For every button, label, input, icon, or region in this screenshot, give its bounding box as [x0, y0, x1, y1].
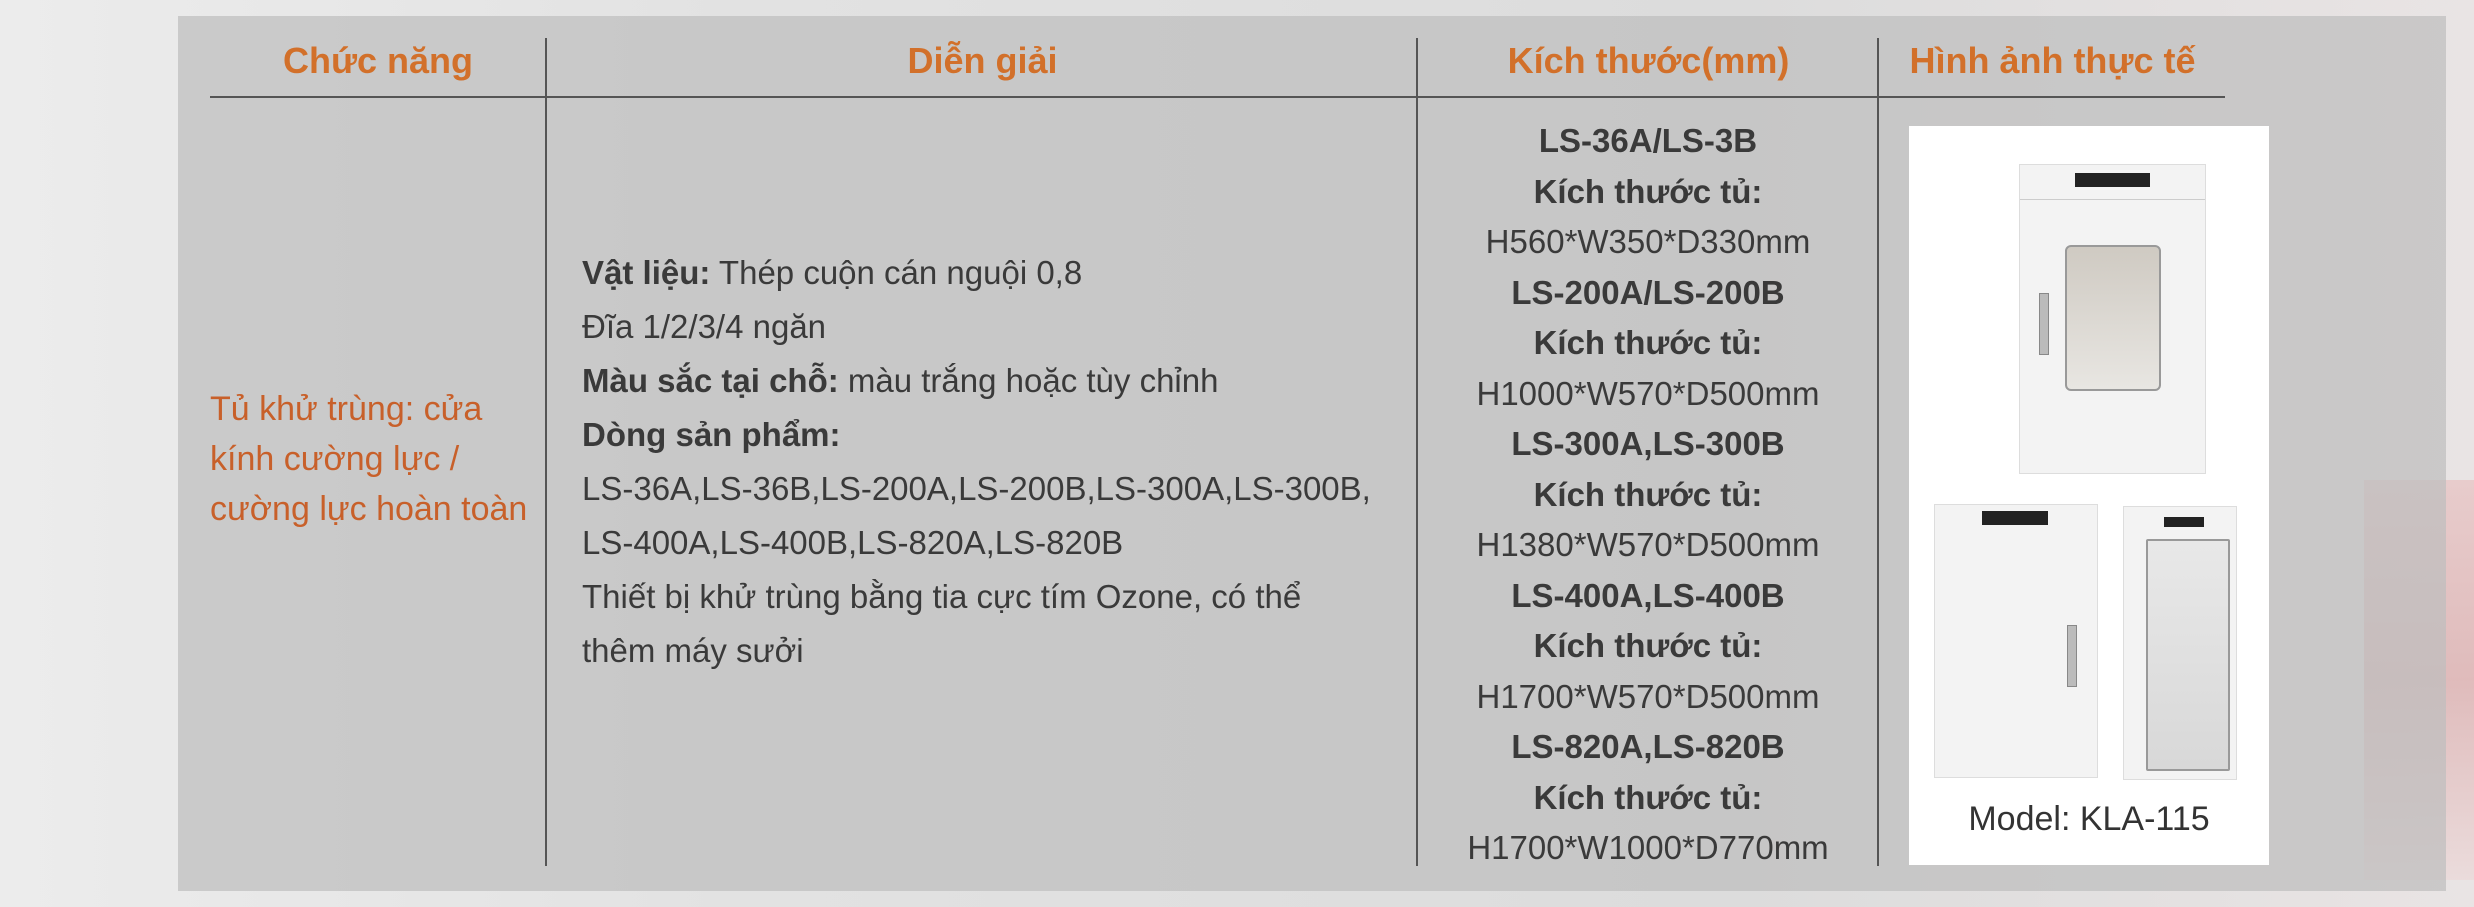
size-model: LS-36A/LS-3B — [1538, 122, 1758, 159]
header-function: Chức năng — [282, 40, 474, 81]
product-image: Model: KLA-115 — [1909, 126, 2269, 865]
products-value: LS-36A,LS-36B,LS-200A,LS-200B,LS-300A,LS… — [582, 470, 1371, 561]
cabinet-small-picture — [2019, 164, 2206, 474]
door-handle — [2039, 293, 2049, 355]
color-line: Màu sắc tại chỗ: màu trắng hoặc tùy chỉn… — [582, 354, 1282, 408]
note-line: Thiết bị khử trùng bằng tia cực tím Ozon… — [582, 578, 1302, 669]
size-label: Kích thước tủ: — [1533, 778, 1763, 816]
size-model: LS-400A,LS-400B — [1511, 576, 1785, 614]
size-label: Kích thước tủ: — [1533, 324, 1763, 361]
size-value: H1000*W570*D500mm — [1476, 374, 1820, 412]
size-model: LS-820A,LS-820B — [1511, 728, 1785, 765]
description-cell: Vật liệu: Thép cuộn cán nguội 0,8 Đĩa 1/… — [582, 246, 1382, 678]
cabinet-glass-picture — [2123, 506, 2237, 780]
header-image: Hình ảnh thực tế — [1909, 40, 2196, 81]
size-value: H1700*W1000*D770mm — [1467, 829, 1829, 866]
column-divider — [1416, 38, 1418, 866]
control-display — [1982, 511, 2048, 525]
material-label: Vật liệu: — [582, 254, 711, 291]
material-line: Vật liệu: Thép cuộn cán nguội 0,8 — [582, 246, 1382, 300]
size-label: Kích thước tủ: — [1533, 627, 1763, 664]
size-label: Kích thước tủ: — [1533, 172, 1763, 210]
material-value: Thép cuộn cán nguội 0,8 — [710, 254, 1083, 291]
control-display — [2075, 173, 2150, 187]
header-description: Diễn giải — [907, 40, 1058, 81]
header-size: Kích thước(mm) — [1507, 40, 1790, 81]
trays-line: Đĩa 1/2/3/4 ngăn — [582, 308, 827, 345]
column-divider — [1877, 38, 1879, 866]
color-value: màu trắng hoặc tùy chỉnh — [838, 362, 1219, 399]
function-cell: Tủ khử trùng: cửa kính cường lực / cường… — [210, 390, 528, 528]
glass-door-window — [2065, 245, 2161, 391]
color-label: Màu sắc tại chỗ: — [582, 362, 839, 399]
column-divider — [545, 38, 547, 866]
size-model: LS-200A/LS-200B — [1511, 273, 1785, 311]
glass-door-window — [2146, 539, 2230, 771]
products-label-text: Dòng sản phẩm: — [582, 416, 841, 453]
products-label: Dòng sản phẩm: — [582, 408, 1382, 462]
size-model: LS-300A,LS-300B — [1511, 425, 1785, 462]
cabinet-solid-picture — [1934, 504, 2098, 778]
image-caption: Model: KLA-115 — [1968, 800, 2210, 838]
door-handle — [2067, 625, 2077, 687]
size-cell: LS-36A/LS-3B Kích thước tủ: H560*W350*D3… — [1420, 116, 1876, 874]
size-label: Kích thước tủ: — [1533, 475, 1763, 513]
size-value: H1700*W570*D500mm — [1476, 677, 1820, 715]
size-value: H1380*W570*D500mm — [1476, 526, 1820, 563]
header-divider — [210, 96, 2225, 98]
size-value: H560*W350*D330mm — [1485, 223, 1811, 260]
control-display — [2164, 517, 2204, 527]
